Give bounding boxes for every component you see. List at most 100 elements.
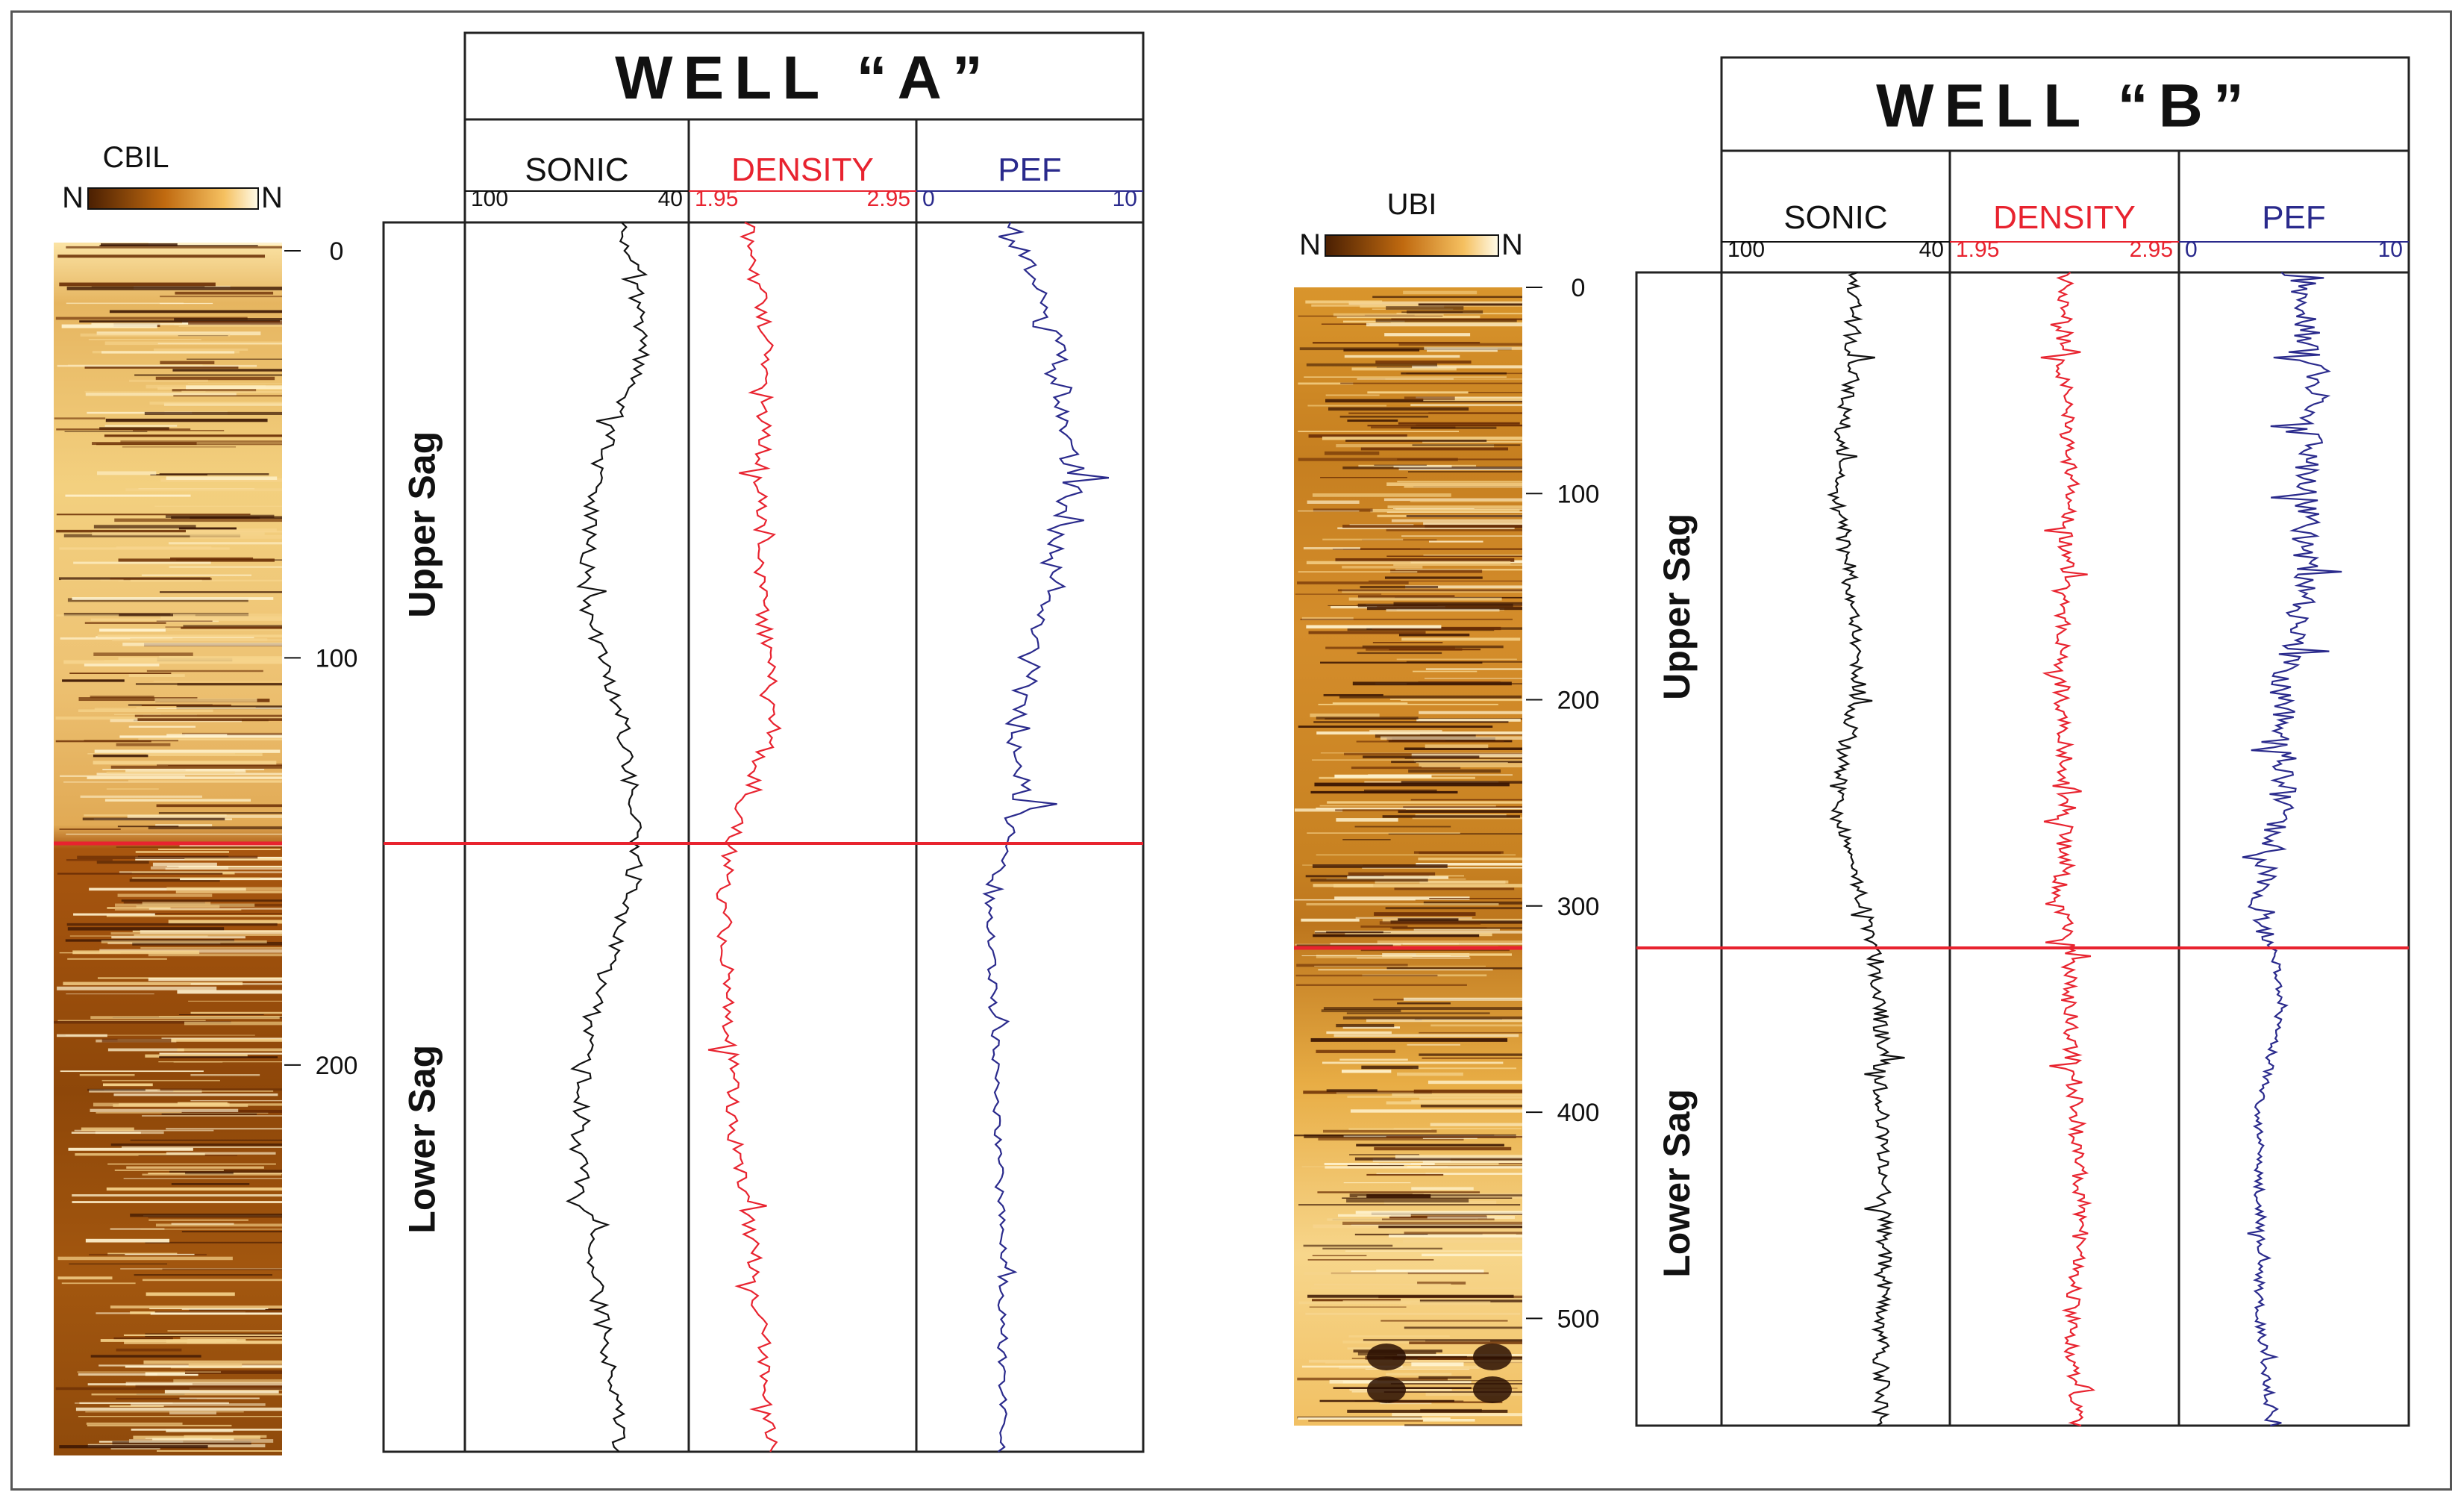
image-log-texture	[142, 1173, 282, 1176]
image-log-texture	[1356, 740, 1504, 743]
image-log-texture	[1345, 1250, 1522, 1252]
image-log-texture	[1350, 1109, 1522, 1113]
image-log-texture	[72, 950, 200, 955]
image-log-texture	[1300, 618, 1513, 620]
image-log-texture	[1354, 1157, 1522, 1161]
image-log-texture	[1422, 1160, 1522, 1164]
image-log-texture	[1316, 731, 1522, 735]
image-log-texture	[142, 1279, 282, 1282]
image-log-texture	[145, 1438, 213, 1439]
image-log-texture	[1357, 652, 1442, 655]
image-log-texture	[1336, 818, 1398, 822]
image-log-texture	[151, 913, 282, 914]
image-log-texture	[1386, 967, 1522, 970]
image-log-texture	[69, 935, 208, 937]
image-log-texture	[1298, 1301, 1411, 1305]
image-log-texture	[1314, 930, 1522, 934]
image-log-texture	[1405, 585, 1522, 589]
image-log-texture	[1342, 1197, 1513, 1199]
image-log-texture	[93, 761, 277, 765]
image-log-texture	[1298, 1417, 1451, 1420]
image-log-texture	[1320, 477, 1407, 478]
image-log-texture	[1386, 608, 1500, 612]
image-log-texture	[1407, 471, 1522, 472]
image-log-texture	[125, 1382, 282, 1386]
image-log-texture	[1395, 1155, 1522, 1159]
image-log-texture	[66, 859, 113, 861]
image-log-texture	[1297, 581, 1409, 584]
image-log-texture	[107, 1048, 184, 1052]
image-log-texture	[116, 1398, 197, 1400]
image-log-texture	[178, 325, 282, 327]
image-log-texture	[54, 1020, 231, 1024]
image-log-texture	[1392, 1413, 1522, 1417]
image-log-texture	[1312, 1255, 1367, 1257]
image-log-texture	[1381, 1218, 1495, 1221]
image-log-texture	[152, 862, 217, 867]
image-log-texture	[1322, 1129, 1437, 1133]
image-log-texture	[1422, 1138, 1478, 1139]
image-log-texture	[1396, 313, 1522, 315]
image-log-texture	[117, 893, 213, 897]
image-log-texture	[1411, 1362, 1464, 1367]
image-log-texture	[1404, 1232, 1522, 1235]
image-log-texture	[134, 1274, 272, 1276]
image-log-texture	[166, 1429, 234, 1432]
image-log-texture	[180, 877, 282, 881]
image-log-texture	[187, 358, 282, 360]
image-log-texture	[1383, 1391, 1522, 1393]
image-log-texture	[63, 982, 243, 985]
image-log-texture	[154, 505, 282, 507]
image-log-texture	[160, 591, 282, 593]
curve-density	[707, 222, 782, 1452]
depth-tick-label: 100	[1557, 480, 1600, 508]
image-log-texture	[66, 993, 154, 995]
image-log-texture	[1382, 815, 1521, 818]
image-log-texture	[1397, 1002, 1451, 1005]
image-log-texture	[85, 1411, 244, 1413]
image-log-texture	[159, 302, 213, 305]
image-log-texture	[1380, 1320, 1508, 1322]
image-log-texture	[131, 1403, 266, 1406]
image-log-texture	[101, 940, 267, 943]
image-log-texture	[187, 383, 282, 384]
image-log-texture	[59, 1445, 208, 1449]
image-log-texture	[1349, 1154, 1419, 1155]
image-log-texture	[166, 1128, 282, 1130]
image-log-texture	[1347, 419, 1398, 422]
image-log-texture	[1332, 702, 1408, 705]
track-scale-min: 1.95	[695, 187, 738, 211]
image-log-texture	[1360, 949, 1510, 952]
image-log-texture	[1310, 879, 1428, 882]
image-log-texture	[1386, 306, 1464, 310]
image-log-texture	[1374, 464, 1427, 466]
image-log-texture	[1306, 363, 1437, 366]
image-log-texture	[143, 1360, 282, 1364]
image-log-texture	[1337, 1214, 1411, 1217]
image-log-texture	[1386, 1373, 1452, 1376]
image-log-texture	[162, 1268, 282, 1270]
image-log-texture	[117, 1038, 282, 1042]
image-log-texture	[77, 855, 258, 860]
image-log-texture	[1301, 1365, 1403, 1368]
image-log-texture	[1421, 766, 1522, 768]
image-log-texture	[1308, 1420, 1423, 1422]
image-log-texture	[1363, 1339, 1522, 1341]
image-log-texture	[1374, 912, 1476, 917]
image-log-texture	[87, 1088, 146, 1091]
image-log-texture	[1384, 1356, 1522, 1358]
depth-tick-label: 300	[1557, 893, 1600, 921]
image-log-texture	[1303, 546, 1360, 550]
figure-frame	[10, 10, 2452, 1491]
image-log-texture	[99, 245, 258, 246]
image-log-texture	[129, 379, 208, 382]
image-log-texture	[184, 1435, 267, 1438]
image-log-texture	[1304, 1271, 1408, 1276]
image-log-texture	[1322, 1247, 1442, 1249]
image-log-texture	[1403, 806, 1522, 808]
image-log-texture	[90, 1355, 201, 1358]
image-log-texture	[57, 1256, 233, 1261]
image-log-texture	[1321, 323, 1369, 325]
image-log-texture	[145, 1054, 248, 1058]
image-log-texture	[135, 683, 282, 685]
